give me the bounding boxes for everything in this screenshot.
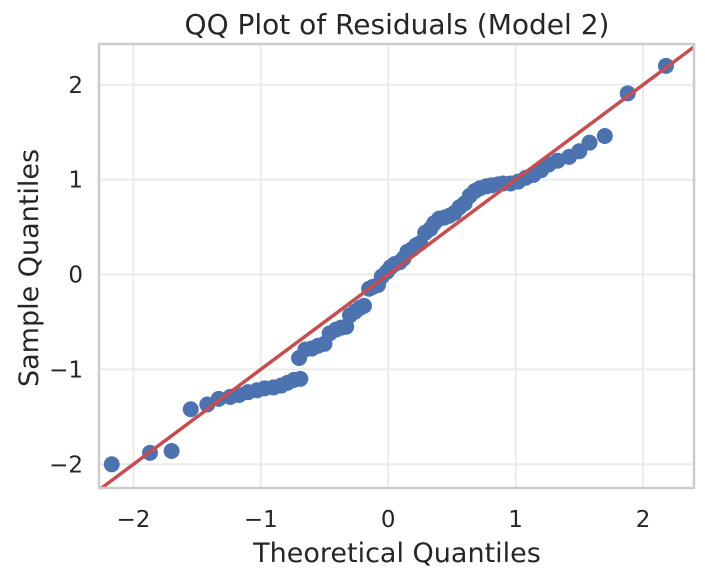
chart-title: QQ Plot of Residuals (Model 2): [185, 8, 610, 41]
y-tick-label: 0: [68, 263, 83, 289]
data-point: [292, 370, 309, 387]
data-point: [356, 297, 373, 314]
x-tick-label: −1: [244, 507, 278, 533]
tick-labels: −2 −1 0 1 2 −2 −1 0 1 2: [49, 73, 650, 533]
x-tick-label: 1: [508, 507, 523, 533]
grid-lines: [99, 44, 694, 488]
data-point: [182, 401, 199, 418]
x-tick-label: −2: [116, 507, 150, 533]
x-tick-label: 0: [381, 507, 396, 533]
data-point: [163, 443, 180, 459]
x-axis-label: Theoretical Quantiles: [252, 538, 541, 569]
data-point: [581, 134, 598, 151]
data-point: [596, 128, 613, 145]
plot-frame: [97, 42, 696, 490]
reference-line: [99, 45, 694, 488]
plot-area: [99, 45, 694, 488]
y-tick-label: −1: [49, 357, 83, 383]
y-tick-label: 2: [68, 73, 83, 99]
data-point: [103, 456, 120, 473]
x-tick-label: 2: [636, 507, 651, 533]
y-tick-label: 1: [68, 168, 83, 194]
y-axis-label: Sample Quantiles: [14, 149, 45, 387]
y-tick-label: −2: [49, 452, 83, 478]
